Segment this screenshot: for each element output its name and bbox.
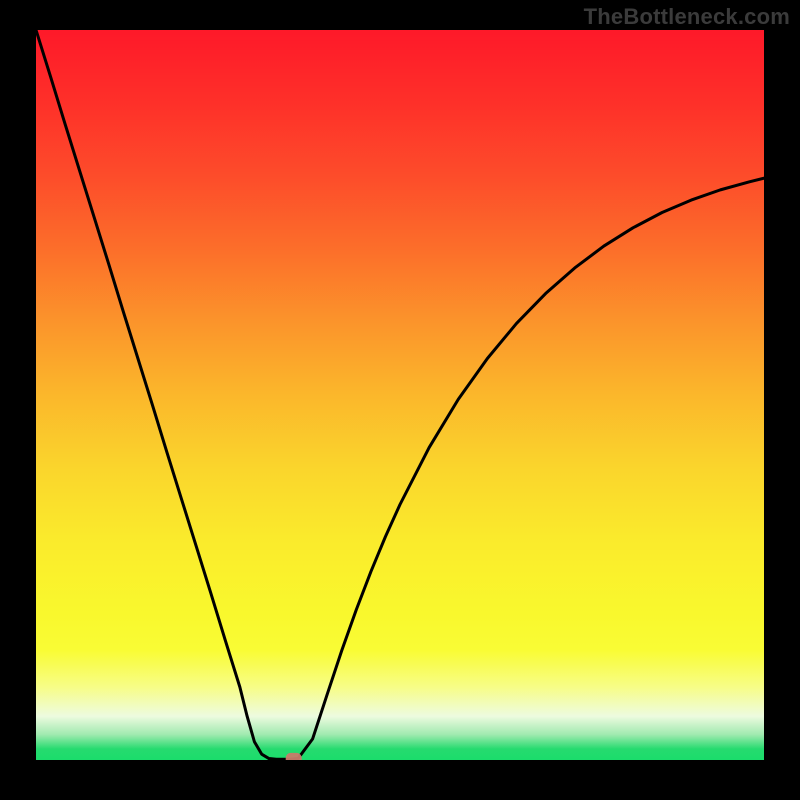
chart-svg [36, 30, 764, 760]
plot-area [36, 30, 764, 760]
chart-container: TheBottleneck.com [0, 0, 800, 800]
watermark-text: TheBottleneck.com [584, 4, 790, 30]
gradient-background [36, 30, 764, 760]
current-point-marker [286, 753, 302, 760]
